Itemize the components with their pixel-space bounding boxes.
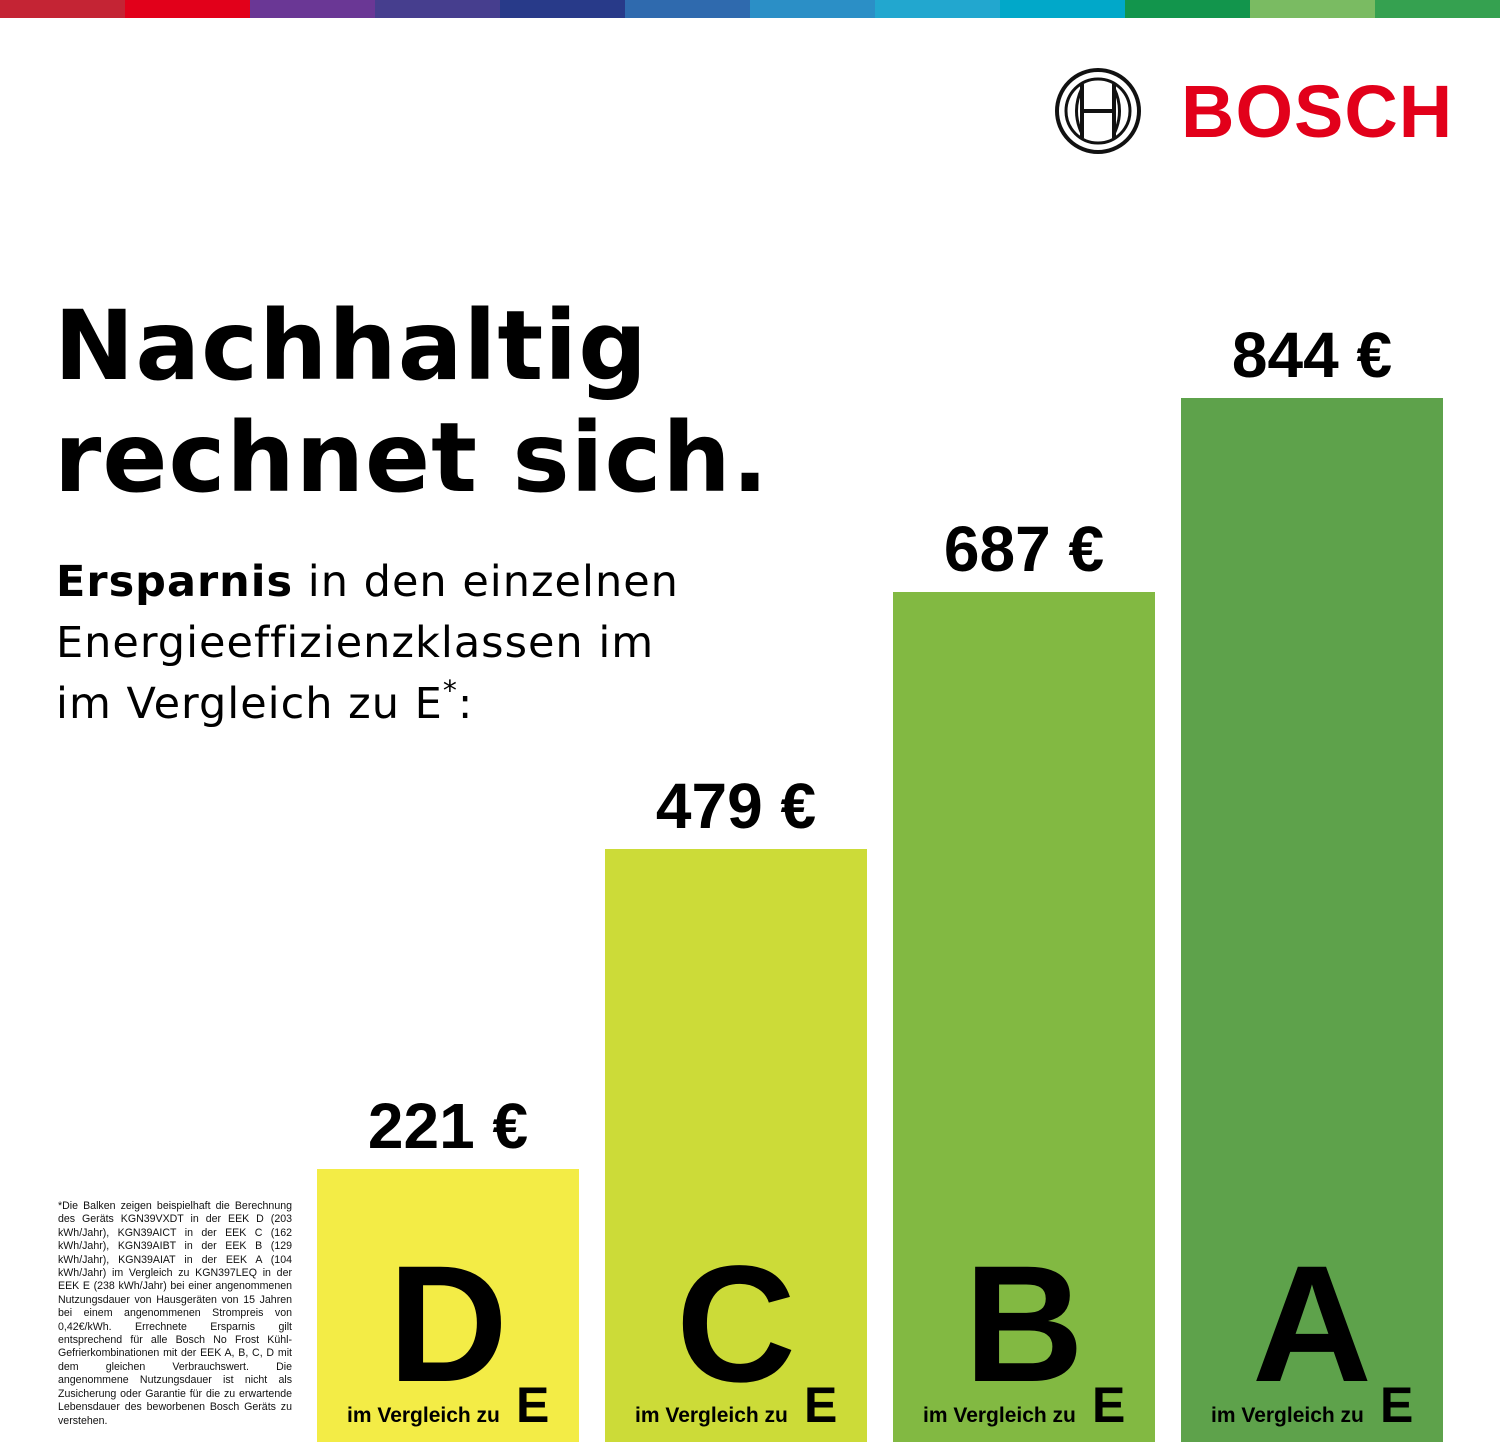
footnote-marker: *	[442, 674, 458, 707]
subtitle-colon: :	[457, 679, 474, 729]
headline: Nachhaltig rechnet sich.	[54, 290, 769, 514]
energy-class-label: D	[388, 1232, 508, 1417]
color-stripe-segment	[0, 0, 125, 18]
color-stripe-segment	[1125, 0, 1250, 18]
headline-line-1: Nachhaltig	[54, 290, 648, 402]
comparison-class-e: E	[1092, 1377, 1126, 1433]
bosch-armature-icon	[1055, 68, 1141, 154]
subtitle-line-3: im Vergleich zu E*:	[56, 674, 679, 735]
energy-class-label: B	[964, 1232, 1084, 1417]
energy-class-label: C	[676, 1232, 796, 1417]
color-stripe	[0, 0, 1500, 18]
bar-value-label: 479 €	[655, 770, 817, 843]
color-stripe-segment	[1375, 0, 1500, 18]
color-stripe-segment	[750, 0, 875, 18]
comparison-class-e: E	[516, 1377, 550, 1433]
comparison-caption: im Vergleich zu	[347, 1404, 500, 1427]
color-stripe-segment	[1000, 0, 1125, 18]
bar-c	[605, 849, 867, 1442]
subtitle-rest: in den einzelnen	[293, 557, 679, 607]
bosch-logo: BOSCH	[1053, 66, 1452, 156]
color-stripe-segment	[250, 0, 375, 18]
subtitle: Ersparnis in den einzelnen Energieeffizi…	[56, 552, 679, 735]
color-stripe-segment	[125, 0, 250, 18]
energy-class-label: A	[1252, 1232, 1372, 1417]
bar-value-label: 687 €	[943, 513, 1105, 586]
subtitle-line-2: Energieeffizienzklassen im	[56, 618, 655, 668]
bar-d	[317, 1168, 579, 1442]
subtitle-line-1: Ersparnis in den einzelnen	[56, 552, 679, 613]
comparison-caption: im Vergleich zu	[923, 1404, 1076, 1427]
color-stripe-segment	[875, 0, 1000, 18]
bar-b	[893, 592, 1155, 1442]
color-stripe-segment	[1250, 0, 1375, 18]
subtitle-compare: im Vergleich zu E	[56, 679, 443, 729]
bar-value-label: 844 €	[1231, 319, 1393, 391]
bar-value-label: 221 €	[367, 1089, 529, 1162]
footnote: *Die Balken zeigen beispielhaft die Bere…	[58, 1200, 292, 1427]
comparison-class-e: E	[804, 1377, 838, 1433]
headline-line-2: rechnet sich.	[54, 402, 770, 514]
comparison-class-e: E	[1380, 1377, 1414, 1433]
color-stripe-segment	[375, 0, 500, 18]
bar-a	[1181, 398, 1443, 1442]
subtitle-bold: Ersparnis	[56, 557, 294, 607]
comparison-caption: im Vergleich zu	[635, 1404, 788, 1427]
comparison-caption: im Vergleich zu	[1211, 1404, 1364, 1427]
bosch-wordmark: BOSCH	[1181, 70, 1454, 153]
color-stripe-segment	[500, 0, 625, 18]
color-stripe-segment	[625, 0, 750, 18]
